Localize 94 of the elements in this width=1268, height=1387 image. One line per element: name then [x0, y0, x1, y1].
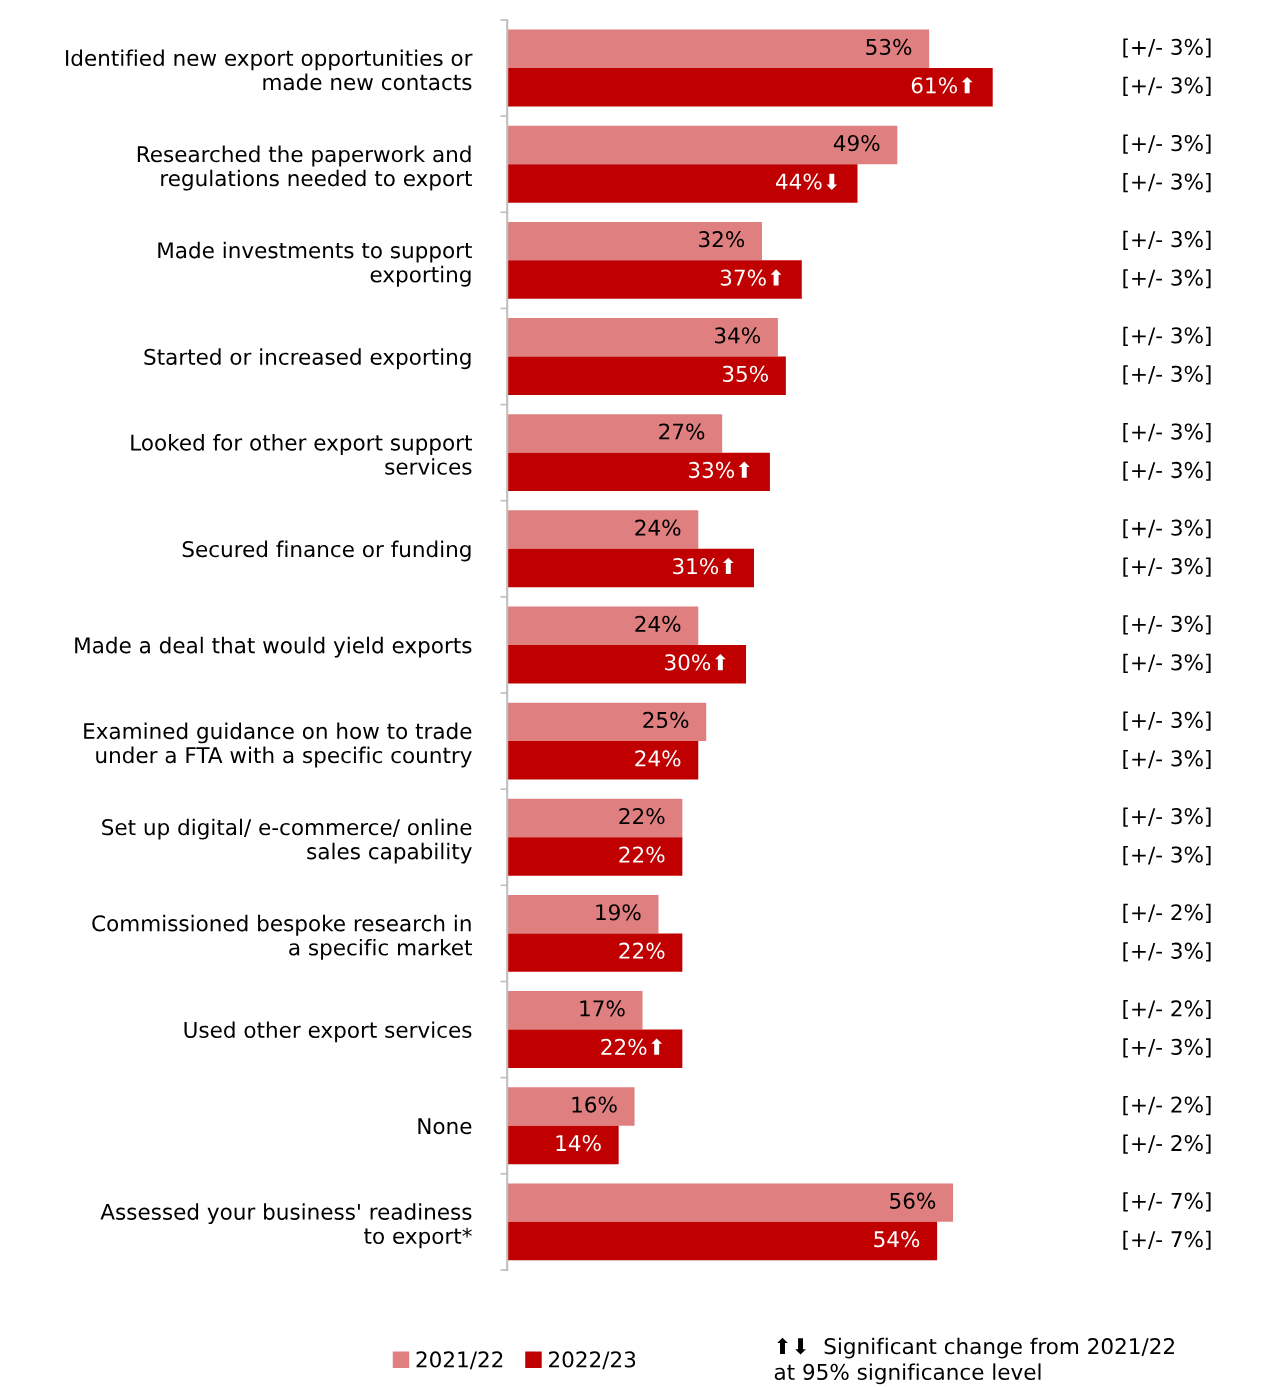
y-tick-label: Set up digital/ e-commerce/ online sales capability: [102, 818, 472, 864]
text: [+/- 3%]: [1123, 326, 1211, 347]
data-label: 24%: [635, 615, 681, 632]
y-tick-label: Started or increased exporting: [144, 348, 471, 370]
y-tick-label: Made investments to support exporting: [158, 241, 472, 287]
data-label: 37%⬆: [720, 269, 782, 286]
text: [+/- 3%]: [1123, 846, 1211, 866]
text: [+/- 3%]: [1123, 615, 1211, 635]
text: [+/- 3%]: [1123, 461, 1211, 481]
text: [+/- 7%]: [1123, 1230, 1211, 1250]
data-label: 33%⬆: [689, 461, 750, 479]
bar: [507, 1087, 635, 1126]
text: [+/- 3%]: [1123, 519, 1211, 539]
bar: [507, 933, 683, 972]
data-label: 27%: [659, 423, 705, 440]
bar: [507, 164, 858, 203]
data-label: 16%: [572, 1096, 617, 1113]
bar: [507, 991, 643, 1030]
text: [+/- 3%]: [1123, 423, 1211, 443]
bar: [507, 125, 898, 165]
text: [+/- 2%]: [1123, 1096, 1211, 1116]
text: [+/- 3%]: [1123, 653, 1211, 673]
text: [+/- 3%]: [1123, 173, 1211, 193]
bar: [507, 29, 930, 69]
y-tick-label: Identified new export opportunities or made new contacts: [66, 49, 473, 91]
y-tick-label: None: [418, 1118, 472, 1135]
bar: [507, 260, 802, 299]
text: [+/- 3%]: [1123, 269, 1211, 289]
bar: [507, 644, 747, 684]
data-label: 35%: [722, 365, 768, 382]
bar: [507, 702, 707, 742]
data-label: 22%⬆: [601, 1038, 662, 1056]
y-tick-label: Secured finance or funding: [182, 540, 471, 562]
text: [+/- 3%]: [1123, 711, 1211, 731]
data-label: 61%⬆: [911, 76, 973, 94]
data-label: 24%: [635, 519, 681, 536]
text: [+/- 2%]: [1123, 903, 1211, 923]
bar: [507, 894, 659, 934]
bar: [507, 741, 699, 780]
text: [+/- 3%]: [1123, 134, 1211, 154]
data-label: 19%: [596, 904, 641, 921]
y-tick-label: Looked for other export support services: [131, 434, 472, 475]
bar: [507, 510, 699, 549]
text: [+/- 3%]: [1123, 749, 1211, 770]
data-label: 49%: [833, 134, 880, 152]
bar: [507, 318, 778, 357]
bar: [507, 606, 699, 645]
y-tick-label: Made a deal that would yield exports: [75, 636, 472, 658]
y-tick-label: Examined guidance on how to trade under a FTA with a specific country: [84, 722, 472, 768]
bar: [507, 548, 754, 588]
text: [+/- 3%]: [1123, 1038, 1211, 1058]
text: [+/- 3%]: [1123, 230, 1211, 250]
data-label: 54%: [874, 1231, 920, 1248]
data-label: 24%: [635, 750, 681, 767]
text: [+/- 2%]: [1123, 1134, 1211, 1154]
bar: [507, 414, 723, 453]
text: [+/- 3%]: [1123, 942, 1211, 962]
legend-label: 2021/22: [416, 1351, 503, 1370]
bar: [507, 1183, 954, 1222]
y-tick-label: Researched the paperwork and regulations needed to export: [137, 145, 472, 191]
data-label: 22%: [619, 942, 665, 959]
text: [+/- 3%]: [1123, 76, 1211, 97]
text: [+/- 3%]: [1123, 38, 1211, 58]
bar: [507, 221, 762, 261]
text: [+/- 2%]: [1123, 999, 1211, 1020]
data-label: 56%: [890, 1192, 936, 1209]
data-label: 17%: [580, 1000, 625, 1017]
data-label: 22%: [619, 846, 665, 863]
legend-label: 2022/23: [549, 1351, 636, 1370]
y-tick-label: Assessed your business' readiness to export*: [100, 1203, 472, 1249]
bar: [507, 68, 993, 107]
data-label: 44%⬇: [776, 173, 838, 190]
y-tick-label: Used other export services: [184, 1021, 472, 1043]
bar: [507, 1125, 619, 1165]
data-label: 34%: [715, 327, 761, 344]
data-label: 30%⬆: [665, 653, 726, 671]
text: [+/- 3%]: [1123, 557, 1211, 577]
text: [+/- 3%]: [1123, 807, 1211, 827]
bar: [507, 356, 786, 395]
bar: [507, 1221, 938, 1261]
bar: [507, 837, 683, 876]
bar: [507, 1029, 683, 1069]
data-label: 25%: [643, 711, 689, 729]
text: ⬆⬇ Significant change from 2021/22 at 95% significance level: [774, 1337, 1174, 1385]
data-label: 31%⬆: [673, 557, 734, 575]
bar: [507, 798, 683, 838]
text: [+/- 3%]: [1123, 365, 1211, 385]
data-label: 32%: [699, 231, 745, 248]
text: [+/- 7%]: [1123, 1192, 1211, 1212]
y-tick-label: Commissioned bespoke research in a specific market: [92, 914, 472, 960]
data-label: 14%: [556, 1134, 601, 1152]
bar: [507, 452, 770, 492]
data-label: 22%: [619, 807, 665, 825]
data-label: 53%: [866, 38, 912, 56]
